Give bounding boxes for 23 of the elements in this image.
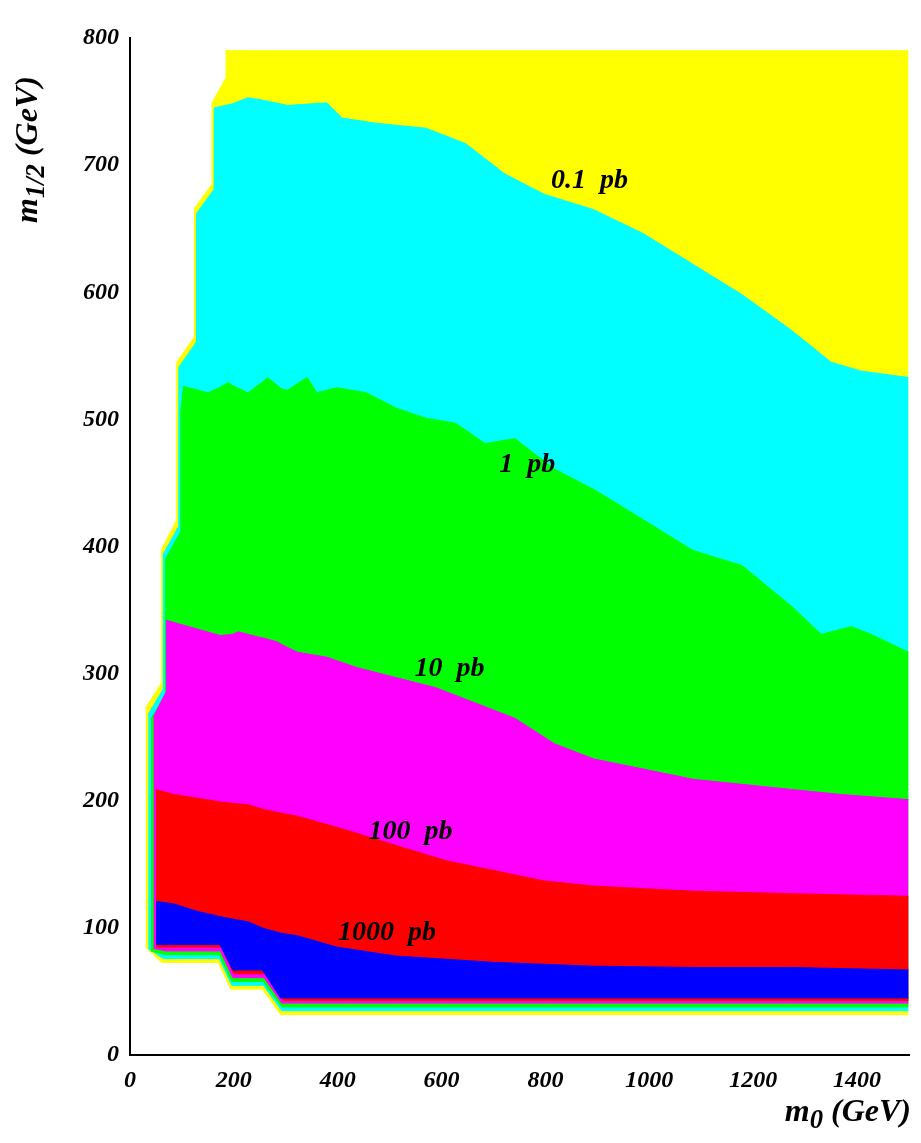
- x-tick-label: 600: [423, 1065, 460, 1092]
- x-axis-title: m$_{0}$ (GeV): [784, 1091, 911, 1135]
- annotation: 1 pb: [499, 447, 556, 479]
- y-tick-label: 700: [83, 150, 119, 177]
- annotation: 10 pb: [414, 650, 485, 682]
- y-tick-label: 0: [107, 1040, 119, 1067]
- annotation: 100 pb: [368, 813, 453, 845]
- y-tick-label: 800: [83, 23, 119, 50]
- x-tick-label: 1000: [625, 1065, 674, 1092]
- y-tick-label: 400: [82, 531, 119, 558]
- annotation: 1000 pb: [338, 915, 437, 947]
- y-tick-label: 200: [82, 786, 119, 813]
- x-tick-label: 800: [527, 1065, 564, 1092]
- y-tick-label: 500: [83, 404, 119, 431]
- y-tick-label: 100: [83, 913, 119, 940]
- x-tick-label: 0: [124, 1065, 136, 1092]
- y-tick-label: 600: [83, 277, 119, 304]
- y-tick-label: 300: [82, 658, 119, 685]
- x-tick-label: 1400: [833, 1065, 882, 1092]
- x-tick-label: 1200: [729, 1065, 778, 1092]
- x-tick-label: 200: [214, 1065, 252, 1092]
- annotation: 0.1 pb: [551, 162, 629, 194]
- x-tick-label: 400: [318, 1065, 356, 1092]
